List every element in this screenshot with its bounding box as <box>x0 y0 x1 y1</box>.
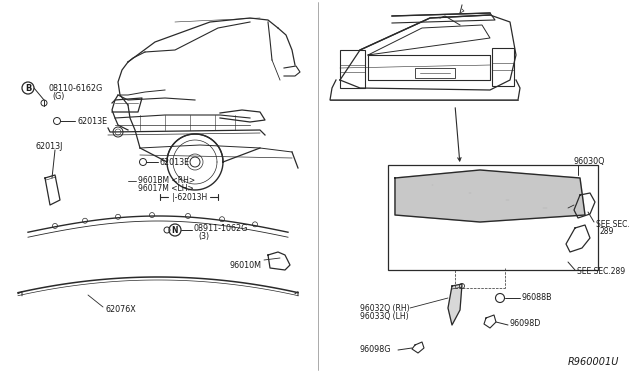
Text: 96088B: 96088B <box>522 292 552 301</box>
Text: |-62013H: |-62013H <box>172 192 207 202</box>
Text: 96030Q: 96030Q <box>574 157 605 166</box>
Polygon shape <box>395 170 585 222</box>
Text: 62013E: 62013E <box>77 116 107 125</box>
Text: 96098D: 96098D <box>510 320 541 328</box>
Text: 289: 289 <box>600 227 614 235</box>
Text: (G): (G) <box>52 92 65 100</box>
Text: 62013J: 62013J <box>35 141 62 151</box>
Bar <box>340 50 365 88</box>
Text: B: B <box>25 83 31 93</box>
Text: SEE SEC.: SEE SEC. <box>596 219 630 228</box>
Text: 9601BM <RH>: 9601BM <RH> <box>138 176 195 185</box>
Text: 62076X: 62076X <box>105 305 136 314</box>
Text: (3): (3) <box>198 231 209 241</box>
Text: 08911-1062G: 08911-1062G <box>194 224 248 232</box>
Bar <box>415 68 455 78</box>
Text: 62013E: 62013E <box>160 157 190 167</box>
Bar <box>388 165 598 270</box>
Text: 96033Q (LH): 96033Q (LH) <box>360 311 408 321</box>
Text: R960001U: R960001U <box>568 357 620 367</box>
Text: 96098G: 96098G <box>360 346 392 355</box>
Text: SEE SEC.289: SEE SEC.289 <box>577 267 625 276</box>
Text: N: N <box>172 225 179 234</box>
Text: 08110-6162G: 08110-6162G <box>48 83 102 93</box>
Text: 96032Q (RH): 96032Q (RH) <box>360 304 410 312</box>
Bar <box>492 48 514 86</box>
Text: 96017M <LH>: 96017M <LH> <box>138 183 194 192</box>
Polygon shape <box>448 284 462 325</box>
Circle shape <box>190 157 200 167</box>
Text: 96010M: 96010M <box>230 260 262 269</box>
